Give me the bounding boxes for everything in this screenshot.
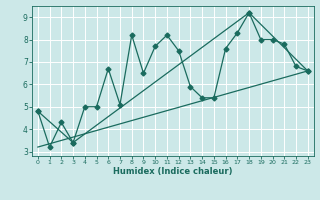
X-axis label: Humidex (Indice chaleur): Humidex (Indice chaleur): [113, 167, 233, 176]
